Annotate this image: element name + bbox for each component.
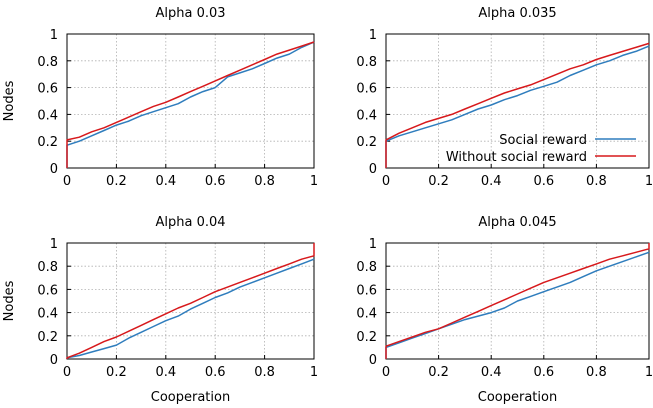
x-tick-label: 0.6 bbox=[533, 174, 554, 189]
y-tick-label: 1 bbox=[50, 28, 58, 43]
panel-2: 0 0.2 0.4 0.6 0.8 1 0 0.2 0.4 0.6 0.8 1 Alpha 0.035 S… bbox=[356, 6, 653, 189]
y-tick-label: 0.8 bbox=[37, 260, 58, 275]
y-tick-label: 0.8 bbox=[356, 55, 377, 70]
y-tick-label: 0 bbox=[369, 353, 377, 368]
x-tick-label: 0.6 bbox=[205, 174, 226, 189]
x-tick-label: 0.8 bbox=[586, 365, 607, 380]
y-tick-label: 0.2 bbox=[37, 135, 58, 150]
legend-label: Social reward bbox=[499, 133, 587, 148]
legend: Social reward Without social reward bbox=[446, 133, 636, 165]
plot-frame bbox=[66, 242, 315, 360]
plot-frame bbox=[385, 242, 650, 360]
panel-3: 0 0.2 0.4 0.6 0.8 1 0 0.2 0.4 0.6 0.8 1 Alpha 0.04 Co… bbox=[2, 215, 318, 405]
y-tick-label: 1 bbox=[369, 28, 377, 43]
series-line-social-reward bbox=[66, 41, 315, 168]
x-tick-label: 0.8 bbox=[254, 365, 275, 380]
x-tick-label: 0.4 bbox=[481, 174, 502, 189]
x-tick-label: 0.2 bbox=[106, 365, 127, 380]
y-tick-label: 0.2 bbox=[356, 135, 377, 150]
x-tick-label: 0.2 bbox=[428, 174, 449, 189]
x-tick-label: 0.2 bbox=[106, 174, 127, 189]
x-tick-label: 0 bbox=[382, 174, 390, 189]
panel-title: Alpha 0.035 bbox=[478, 6, 556, 21]
x-tick-label: 0 bbox=[63, 365, 71, 380]
y-tick-label: 0 bbox=[50, 162, 58, 177]
y-tick-label: 0.4 bbox=[37, 108, 58, 123]
x-tick-label: 0.2 bbox=[428, 365, 449, 380]
y-tick-label: 0.4 bbox=[356, 108, 377, 123]
plot-frame bbox=[66, 33, 315, 169]
y-tick-label: 0 bbox=[50, 353, 58, 368]
x-tick-label: 0.6 bbox=[533, 365, 554, 380]
panel-title: Alpha 0.04 bbox=[155, 215, 225, 230]
panel-1: 0 0.2 0.4 0.6 0.8 1 0 0.2 0.4 0.6 0.8 1 Alpha 0.03 No… bbox=[2, 6, 318, 189]
x-axis-label: Cooperation bbox=[151, 390, 230, 405]
x-axis-label: Cooperation bbox=[478, 390, 557, 405]
y-tick-label: 1 bbox=[369, 237, 377, 252]
series-line-without-social-reward bbox=[66, 243, 315, 359]
y-tick-label: 1 bbox=[50, 237, 58, 252]
x-tick-label: 0.4 bbox=[155, 365, 176, 380]
series-line-without-social-reward bbox=[66, 41, 315, 168]
y-tick-label: 0.4 bbox=[37, 307, 58, 322]
plot-frame bbox=[385, 33, 650, 169]
x-tick-label: 1 bbox=[645, 365, 653, 380]
y-tick-label: 0.8 bbox=[37, 55, 58, 70]
x-tick-label: 0.8 bbox=[254, 174, 275, 189]
x-tick-label: 0.4 bbox=[481, 365, 502, 380]
y-tick-label: 0.6 bbox=[356, 283, 377, 298]
y-tick-label: 0.6 bbox=[37, 82, 58, 97]
y-axis-label: Nodes bbox=[2, 80, 17, 121]
x-tick-label: 0 bbox=[63, 174, 71, 189]
series-line-social-reward bbox=[385, 251, 650, 359]
panel-4: 0 0.2 0.4 0.6 0.8 1 0 0.2 0.4 0.6 0.8 1 Alpha 0.045 C… bbox=[356, 215, 653, 405]
y-tick-label: 0.4 bbox=[356, 307, 377, 322]
x-tick-label: 1 bbox=[310, 174, 318, 189]
series-line-social-reward bbox=[66, 258, 315, 359]
y-axis-label: Nodes bbox=[2, 280, 17, 321]
x-tick-label: 1 bbox=[310, 365, 318, 380]
y-tick-label: 0.6 bbox=[37, 283, 58, 298]
series-line-social-reward bbox=[385, 45, 650, 168]
x-tick-label: 0.6 bbox=[205, 365, 226, 380]
x-tick-label: 0.8 bbox=[586, 174, 607, 189]
x-tick-label: 0 bbox=[382, 365, 390, 380]
legend-label: Without social reward bbox=[446, 150, 587, 165]
x-tick-label: 1 bbox=[645, 174, 653, 189]
y-tick-label: 0.8 bbox=[356, 260, 377, 275]
panel-title: Alpha 0.03 bbox=[155, 6, 225, 21]
y-tick-label: 0.6 bbox=[356, 82, 377, 97]
series-line-without-social-reward bbox=[385, 42, 650, 168]
y-tick-label: 0.2 bbox=[37, 330, 58, 345]
series-line-without-social-reward bbox=[385, 243, 650, 359]
x-tick-label: 0.4 bbox=[155, 174, 176, 189]
y-tick-label: 0.2 bbox=[356, 330, 377, 345]
y-tick-label: 0 bbox=[369, 162, 377, 177]
panel-title: Alpha 0.045 bbox=[478, 215, 556, 230]
